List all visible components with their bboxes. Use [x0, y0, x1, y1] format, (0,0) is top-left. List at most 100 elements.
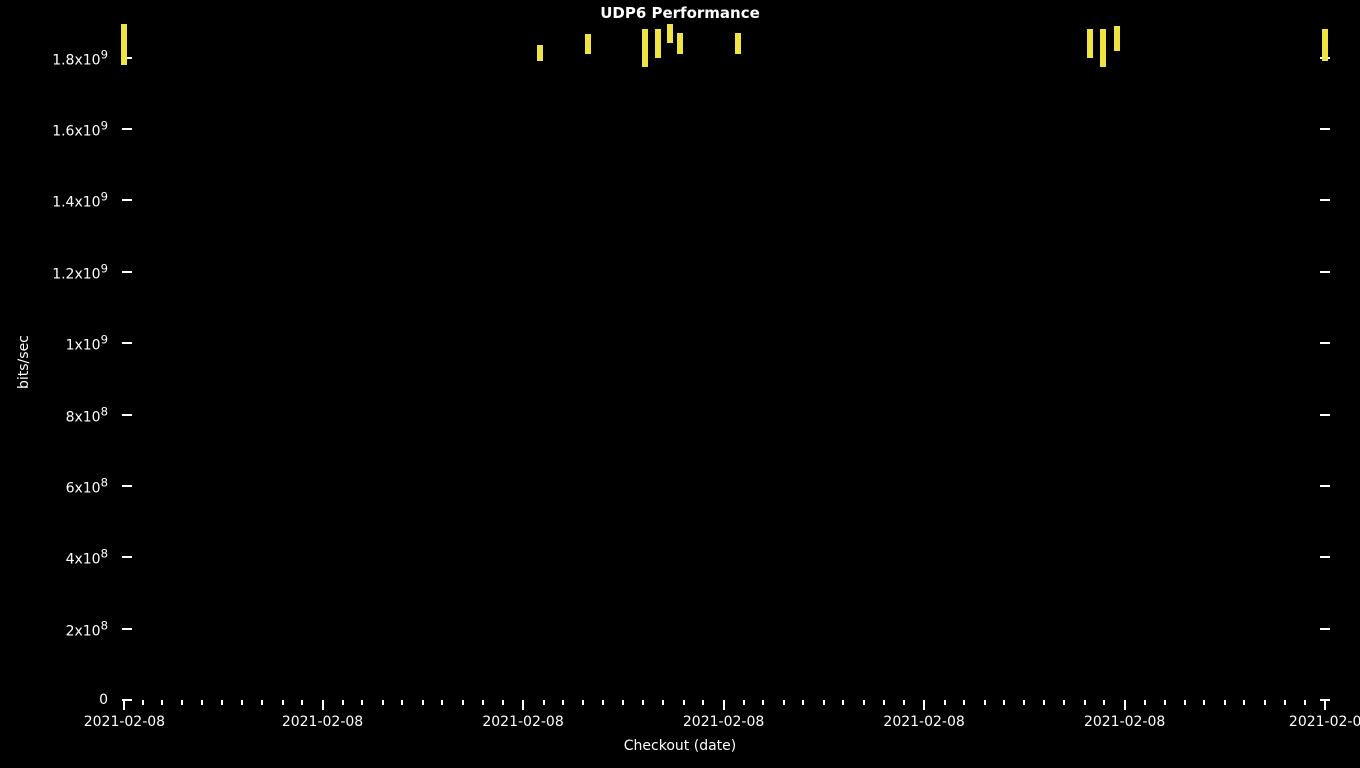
xtick-minor [1203, 700, 1205, 705]
xtick-minor [762, 700, 764, 705]
xtick-minor [1003, 700, 1005, 705]
ytick-right [1320, 199, 1330, 201]
xtick-minor [462, 700, 464, 705]
xtick-minor [984, 700, 986, 705]
ytick-label: 1.8x109 [0, 47, 108, 68]
xtick-minor [301, 700, 303, 705]
xtick-minor [1224, 700, 1226, 705]
xtick-major [123, 700, 125, 710]
ytick-left [122, 556, 132, 558]
xtick-minor [1264, 700, 1266, 705]
xtick-minor [944, 700, 946, 705]
xtick-major [1124, 700, 1126, 710]
chart-title: UDP6 Performance [0, 4, 1360, 22]
xtick-minor [842, 700, 844, 705]
xtick-minor [1164, 700, 1166, 705]
ytick-left [122, 271, 132, 273]
ytick-right [1320, 628, 1330, 630]
xtick-major [723, 700, 725, 710]
data-candle [677, 33, 683, 54]
xtick-minor [282, 700, 284, 705]
data-candle [121, 24, 127, 65]
xtick-minor [142, 700, 144, 705]
xtick-label: 2021-02-08 [683, 714, 764, 730]
xtick-minor [422, 700, 424, 705]
xtick-label: 2021-02-08 [1084, 714, 1165, 730]
data-candle [1087, 29, 1093, 58]
data-candle [655, 29, 661, 58]
xtick-minor [823, 700, 825, 705]
xtick-minor [342, 700, 344, 705]
xtick-minor [181, 700, 183, 705]
plot-area [122, 22, 1330, 700]
xtick-minor [261, 700, 263, 705]
xtick-minor [602, 700, 604, 705]
xtick-label: 2021-02-08 [883, 714, 964, 730]
xtick-major [322, 700, 324, 710]
ytick-left [122, 414, 132, 416]
ytick-left [122, 128, 132, 130]
xtick-major [1324, 700, 1326, 710]
xtick-minor [562, 700, 564, 705]
ytick-right [1320, 342, 1330, 344]
xtick-minor [1103, 700, 1105, 705]
ytick-label: 1.6x109 [0, 119, 108, 140]
xtick-minor [1043, 700, 1045, 705]
xtick-minor [543, 700, 545, 705]
ytick-right [1320, 128, 1330, 130]
xtick-minor [1063, 700, 1065, 705]
xtick-minor [702, 700, 704, 705]
xtick-minor [1304, 700, 1306, 705]
ytick-right [1320, 271, 1330, 273]
xtick-minor [963, 700, 965, 705]
xtick-minor [201, 700, 203, 705]
ytick-left [122, 628, 132, 630]
ytick-label: 4x108 [0, 547, 108, 568]
ytick-left [122, 342, 132, 344]
xtick-minor [743, 700, 745, 705]
ytick-left [122, 485, 132, 487]
xtick-label: 2021-02-0 [1289, 714, 1360, 730]
ytick-label: 1.2x109 [0, 261, 108, 282]
ytick-label: 0 [0, 692, 108, 708]
ytick-label: 6x108 [0, 476, 108, 497]
xtick-minor [802, 700, 804, 705]
xtick-minor [502, 700, 504, 705]
xtick-minor [863, 700, 865, 705]
xtick-minor [1184, 700, 1186, 705]
data-candle [667, 24, 673, 44]
xtick-minor [441, 700, 443, 705]
xtick-label: 2021-02-08 [84, 714, 165, 730]
ytick-right [1320, 485, 1330, 487]
udp6-performance-chart: UDP6 Performance bits/sec Checkout (date… [0, 0, 1360, 768]
xtick-minor [1284, 700, 1286, 705]
ytick-left [122, 199, 132, 201]
data-candle [1322, 29, 1328, 61]
ytick-right [1320, 556, 1330, 558]
ytick-label: 1.4x109 [0, 190, 108, 211]
data-candle [585, 34, 591, 54]
xtick-minor [683, 700, 685, 705]
xtick-minor [1243, 700, 1245, 705]
xtick-minor [1023, 700, 1025, 705]
xtick-label: 2021-02-08 [282, 714, 363, 730]
xtick-major [522, 700, 524, 710]
xtick-minor [361, 700, 363, 705]
xtick-minor [161, 700, 163, 705]
xtick-minor [883, 700, 885, 705]
ytick-label: 2x108 [0, 618, 108, 639]
ytick-label: 8x108 [0, 404, 108, 425]
xtick-minor [221, 700, 223, 705]
xtick-minor [622, 700, 624, 705]
xtick-minor [1144, 700, 1146, 705]
data-candle [1100, 29, 1106, 66]
xtick-label: 2021-02-08 [482, 714, 563, 730]
xtick-minor [1084, 700, 1086, 705]
xtick-minor [662, 700, 664, 705]
data-candle [1114, 26, 1120, 51]
xtick-minor [401, 700, 403, 705]
ytick-right [1320, 414, 1330, 416]
data-candle [642, 29, 648, 66]
x-axis-label: Checkout (date) [0, 738, 1360, 754]
xtick-minor [642, 700, 644, 705]
